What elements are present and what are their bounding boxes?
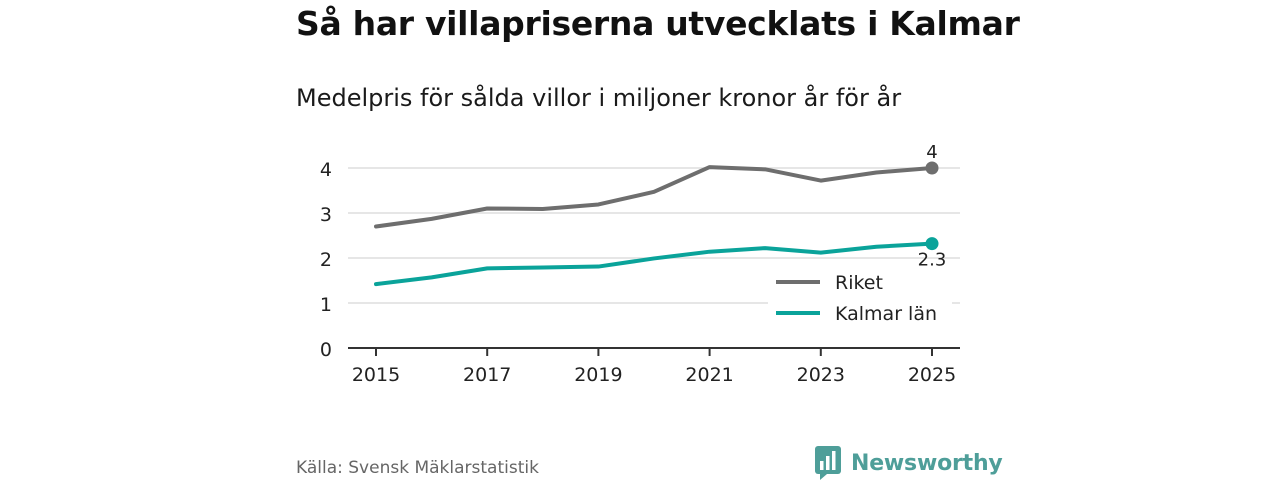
brand-name: Newsworthy	[851, 450, 1003, 476]
line-chart: 0 1 2 3 4 2015 2017 2019 2021 2023 2025 4 2.3 Riket…	[320, 142, 960, 386]
legend-label: Kalmar län	[835, 303, 937, 325]
series-end-marker	[925, 161, 939, 175]
series-end-marker	[925, 237, 939, 251]
y-tick-label: 3	[320, 204, 332, 226]
series-line-kalmar-lan	[374, 241, 934, 287]
x-tick-label: 2017	[463, 364, 511, 386]
series-end-label: 2.3	[918, 250, 947, 271]
bar-chart-logo-icon	[815, 446, 841, 480]
y-tick-label: 4	[320, 159, 332, 181]
x-tick-label: 2015	[352, 364, 400, 386]
legend-label: Riket	[835, 272, 883, 294]
x-tick-label: 2021	[685, 364, 733, 386]
x-tick-label: 2019	[574, 364, 622, 386]
y-tick-label: 2	[320, 249, 332, 271]
source-note: Källa: Svensk Mäklarstatistik	[296, 458, 539, 478]
series-line-riket	[374, 165, 934, 229]
y-tick-label: 1	[320, 294, 332, 316]
chart-title: Så har villapriserna utvecklats i Kalmar	[296, 4, 1020, 43]
series-end-label: 4	[926, 142, 937, 163]
y-tick-label: 0	[320, 339, 332, 361]
legend-background	[768, 266, 952, 332]
chart-subtitle: Medelpris för sålda villor i miljoner kr…	[296, 84, 902, 112]
brand-logo: Newsworthy	[815, 446, 1003, 480]
x-tick-label: 2025	[908, 364, 956, 386]
x-tick-label: 2023	[797, 364, 845, 386]
